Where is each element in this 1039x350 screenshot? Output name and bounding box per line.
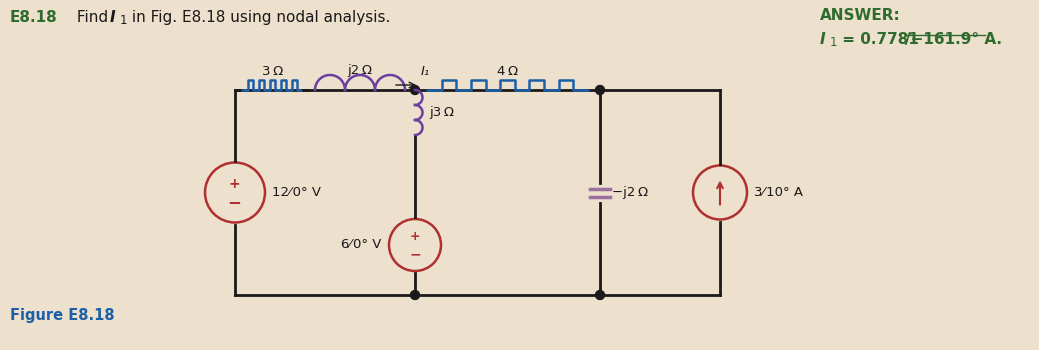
Text: = 0.7781: = 0.7781 (837, 32, 924, 47)
Circle shape (595, 290, 605, 300)
Text: in Fig. E8.18 using nodal analysis.: in Fig. E8.18 using nodal analysis. (127, 10, 391, 25)
Text: 3⁄ 10° A: 3⁄ 10° A (754, 186, 803, 199)
Text: /−161.9° A.: /−161.9° A. (905, 32, 1002, 47)
Text: E8.18: E8.18 (10, 10, 58, 25)
Circle shape (595, 85, 605, 94)
Text: −: − (228, 194, 241, 211)
Text: 6⁄ 0° V: 6⁄ 0° V (341, 238, 381, 252)
Text: ANSWER:: ANSWER: (820, 8, 901, 23)
Text: I: I (820, 32, 826, 47)
Text: 1: 1 (830, 36, 837, 49)
Text: Find: Find (72, 10, 113, 25)
Text: +: + (409, 231, 421, 244)
Text: I: I (110, 10, 115, 25)
Circle shape (410, 85, 420, 94)
Text: Figure E8.18: Figure E8.18 (10, 308, 114, 323)
Text: I₁: I₁ (421, 65, 430, 78)
Text: +: + (229, 176, 240, 190)
Text: 1: 1 (119, 14, 128, 27)
Text: 3 Ω: 3 Ω (262, 65, 283, 78)
Circle shape (410, 290, 420, 300)
Text: −j2 Ω: −j2 Ω (612, 186, 648, 199)
Text: 12⁄ 0° V: 12⁄ 0° V (272, 186, 321, 199)
Text: −: − (409, 247, 421, 261)
Text: 4 Ω: 4 Ω (497, 65, 518, 78)
Text: j2 Ω: j2 Ω (347, 64, 373, 77)
Text: j3 Ω: j3 Ω (429, 106, 454, 119)
